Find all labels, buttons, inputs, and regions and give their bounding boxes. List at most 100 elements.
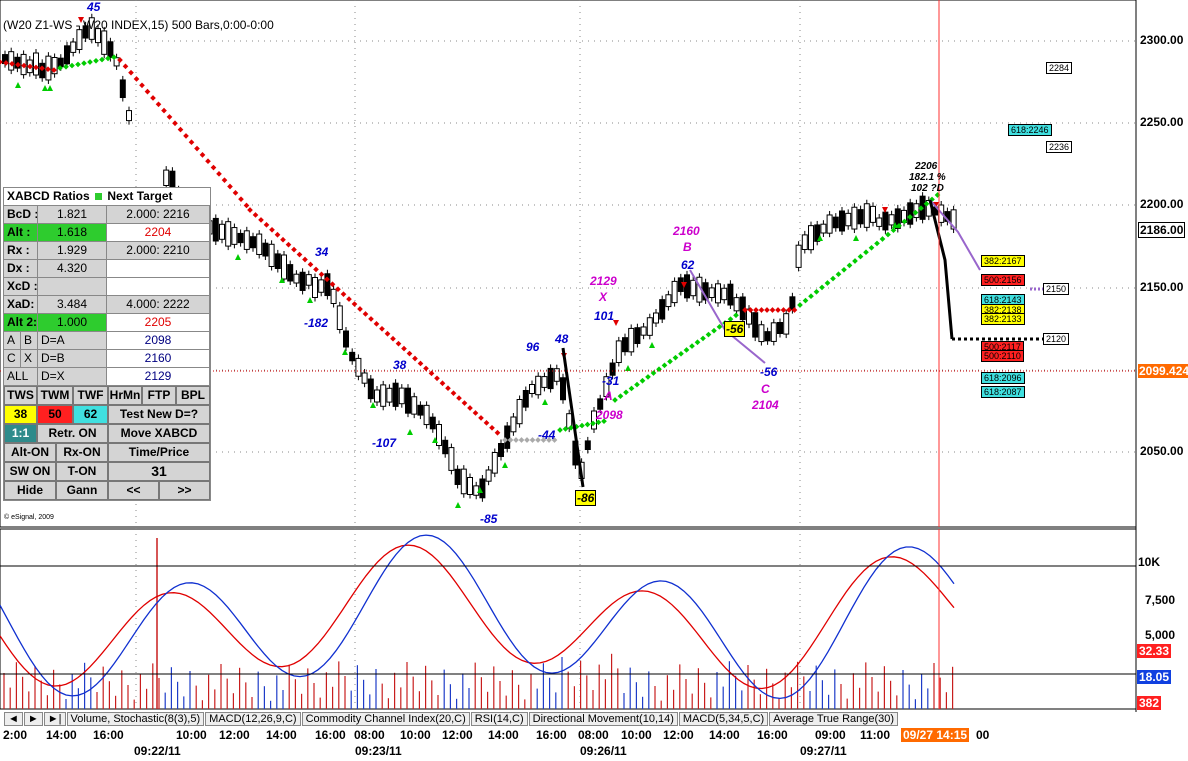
swing-label: 34 — [315, 245, 329, 259]
scroll-end-icon[interactable]: ►| — [43, 712, 66, 726]
study-tab[interactable]: Commodity Channel Index(20,C) — [301, 712, 470, 726]
ratio-value: 4.320 — [38, 260, 107, 277]
tw-button[interactable]: TWS — [4, 386, 37, 405]
b-price-label: 2160 — [673, 224, 700, 238]
projection-tag: 618:2246 — [1008, 124, 1052, 136]
gann-button[interactable]: Gann — [56, 481, 108, 500]
swing-label: 96 — [526, 340, 540, 354]
x-price-label: 2129 — [590, 274, 617, 288]
study-tab[interactable]: Average True Range(30) — [769, 712, 899, 726]
projection-tag: 2284 — [1046, 62, 1073, 74]
study-tab[interactable]: MACD(12,26,9,C) — [205, 712, 301, 726]
target-point-a[interactable]: A — [4, 332, 21, 349]
b-label: B — [683, 240, 692, 254]
twm-value[interactable]: 50 — [37, 405, 73, 424]
price-tick: 2050.00 — [1140, 444, 1184, 458]
ind-tick-5000: 5,000 — [1145, 628, 1176, 642]
target-point-b[interactable]: B — [21, 332, 38, 349]
target-value: 2160 — [107, 350, 210, 367]
ratio-target — [107, 260, 210, 277]
target-equation: D=A — [38, 332, 107, 349]
swing-label: 45 — [87, 0, 101, 14]
tws-value[interactable]: 38 — [4, 405, 37, 424]
time-tick: 2:00 — [3, 728, 28, 742]
swing-markers — [15, 17, 939, 508]
swing-label: -86 — [575, 490, 597, 506]
ratio-row: XcD : — [4, 278, 210, 296]
rx-on-button[interactable]: Rx-ON — [56, 443, 108, 462]
target-value: 2098 — [107, 332, 210, 349]
crosshair-price-label: 2099.424 — [1138, 364, 1188, 378]
time-tick: 12:00 — [219, 728, 250, 742]
target-point-b[interactable]: X — [21, 350, 38, 367]
time-tick: 16:00 — [315, 728, 346, 742]
ratio-target: 2.000: 2216 — [107, 206, 210, 223]
swing-label: -182 — [304, 316, 329, 330]
green-square-icon — [95, 193, 103, 200]
t-on-button[interactable]: T-ON — [56, 462, 108, 481]
target-row: A B D=A 2098 — [4, 332, 210, 350]
study-tab[interactable]: Directional Movement(10,14) — [528, 712, 678, 726]
x-label: X — [599, 290, 608, 304]
tw-button[interactable]: TWF — [73, 386, 108, 405]
ratio-button[interactable]: 1:1 — [4, 424, 37, 443]
stoch-red-label: 32.33 — [1137, 644, 1172, 658]
time-tick: 09:27/11 — [800, 744, 847, 758]
time-tick: 09:26/11 — [580, 744, 627, 758]
swing-label: 101 — [594, 309, 615, 323]
target-row: C X D=B 2160 — [4, 350, 210, 368]
ratio-target: 2204 — [107, 224, 210, 241]
tw-button[interactable]: BPL — [176, 386, 210, 405]
test-new-d-button[interactable]: Test New D=? — [108, 405, 210, 424]
ratio-target — [107, 278, 210, 295]
move-xabcd-button[interactable]: Move XABCD — [108, 424, 210, 443]
study-tab[interactable]: MACD(5,34,5,C) — [678, 712, 769, 726]
projection-tag: 2236 — [1046, 141, 1073, 153]
scroll-right-icon[interactable]: ► — [23, 712, 43, 726]
ratio-value — [38, 278, 107, 295]
hide-button[interactable]: Hide — [4, 481, 56, 500]
time-tick: 14:00 — [46, 728, 77, 742]
ratio-row: XaD: 3.484 4.000: 2222 — [4, 296, 210, 314]
time-tick: 11:00 — [860, 728, 891, 742]
panel-header-target: Next Target — [107, 189, 173, 203]
chart-title: (W20 Z1-WS - W20 INDEX,15) 500 Bars,0:00… — [3, 18, 274, 32]
price-tick: 2250.00 — [1140, 115, 1184, 129]
tw-button[interactable]: FTP — [142, 386, 176, 405]
twf-value[interactable]: 62 — [73, 405, 108, 424]
projection-tag: 382:2167 — [981, 255, 1025, 267]
swing-label: 38 — [393, 358, 407, 372]
retr-on-button[interactable]: Retr. ON — [37, 424, 108, 443]
tw-button[interactable]: HrMn — [108, 386, 142, 405]
a-label: A — [604, 389, 613, 403]
projection-tag: 2150 — [1043, 283, 1070, 295]
ratio-key: Alt 2: — [4, 314, 38, 331]
projection-tag: 618:2087 — [981, 386, 1025, 398]
swing-label: -85 — [480, 512, 498, 526]
study-tab[interactable]: RSI(14,C) — [470, 712, 528, 726]
swing-label: -107 — [372, 436, 397, 450]
ratio-row: Alt :1.618 2204 — [4, 224, 210, 242]
time-tick: 14:00 — [488, 728, 519, 742]
time-price-button[interactable]: Time/Price — [108, 443, 210, 462]
price-tick: 2300.00 — [1140, 33, 1184, 47]
projection-tag: 618:2096 — [981, 372, 1025, 384]
d-extra-label: 102 ?D — [911, 183, 944, 194]
ratio-key: XcD : — [4, 278, 38, 295]
study-tabs: ◄ ► ►| Volume, Stochastic(8(3),5) MACD(12… — [4, 712, 899, 726]
ratio-row: Alt 2: 1.000 2205 — [4, 314, 210, 332]
prev-button[interactable]: << — [108, 481, 159, 500]
ratio-key: XaD: — [4, 296, 38, 313]
target-equation: D=X — [38, 368, 107, 385]
target-point-a[interactable]: C — [4, 350, 21, 367]
ratio-row: Dx :4.320 — [4, 260, 210, 278]
tw-button[interactable]: TWM — [37, 386, 73, 405]
scroll-left-icon[interactable]: ◄ — [4, 712, 23, 726]
alt-on-button[interactable]: Alt-ON — [4, 443, 56, 462]
price-tick: 2150.00 — [1140, 280, 1184, 294]
next-button[interactable]: >> — [159, 481, 210, 500]
target-value: 2129 — [107, 368, 210, 385]
study-tab[interactable]: Volume, Stochastic(8(3),5) — [66, 712, 205, 726]
target-point-a[interactable]: ALL — [4, 368, 38, 385]
sw-on-button[interactable]: SW ON — [4, 462, 56, 481]
